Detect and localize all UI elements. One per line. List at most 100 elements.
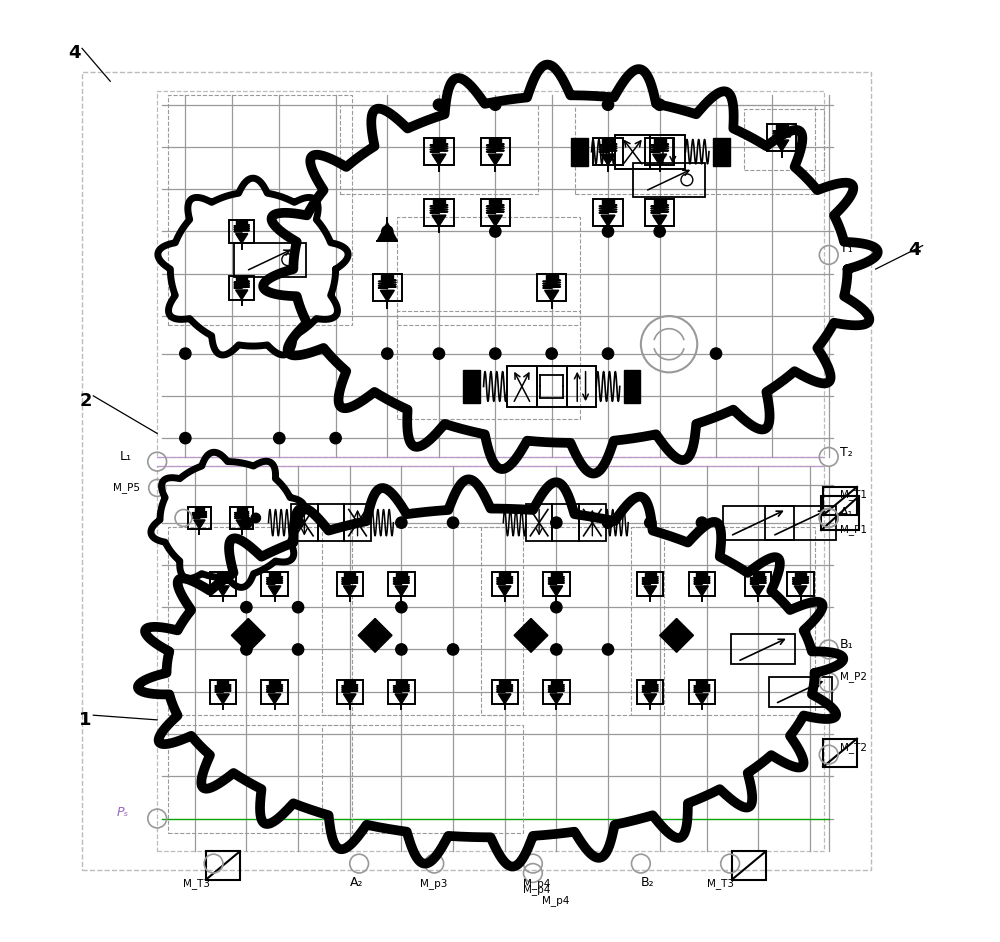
Text: 1: 1 <box>79 711 92 729</box>
Circle shape <box>551 517 562 528</box>
Bar <box>424 138 454 165</box>
Bar <box>593 199 623 226</box>
Bar <box>188 507 211 528</box>
Bar <box>337 679 363 704</box>
Polygon shape <box>775 140 789 151</box>
Bar <box>195 508 204 512</box>
Bar <box>481 138 510 165</box>
Bar <box>571 138 588 166</box>
Polygon shape <box>231 619 248 652</box>
Text: L₁: L₁ <box>120 449 132 463</box>
Bar <box>229 276 254 300</box>
Bar <box>433 200 445 204</box>
Bar <box>481 199 510 226</box>
Circle shape <box>382 348 393 359</box>
Text: M_T2: M_T2 <box>840 742 867 753</box>
Bar <box>210 679 236 704</box>
Polygon shape <box>550 694 563 704</box>
Bar <box>543 679 570 704</box>
Bar <box>322 528 523 715</box>
Bar <box>753 572 764 577</box>
Bar <box>537 274 566 301</box>
Bar <box>489 138 501 144</box>
Text: B₁: B₁ <box>840 638 854 651</box>
Bar <box>340 105 538 194</box>
Bar <box>507 365 537 407</box>
Bar <box>821 496 859 530</box>
Polygon shape <box>380 290 394 301</box>
Bar <box>433 138 445 144</box>
Circle shape <box>396 643 407 655</box>
Bar <box>654 138 666 144</box>
Bar <box>217 680 228 685</box>
Bar <box>633 163 705 197</box>
Bar <box>650 135 685 169</box>
Circle shape <box>546 348 557 359</box>
Circle shape <box>292 602 304 613</box>
Bar <box>631 528 815 715</box>
Bar <box>481 528 664 715</box>
Bar <box>322 724 523 833</box>
Bar <box>543 572 570 596</box>
Bar <box>168 724 352 833</box>
Bar <box>344 572 355 577</box>
Polygon shape <box>395 694 408 704</box>
Bar <box>823 739 857 767</box>
Polygon shape <box>498 586 511 596</box>
Bar <box>397 312 580 419</box>
Polygon shape <box>432 215 446 226</box>
Circle shape <box>382 226 393 237</box>
Bar <box>575 105 815 194</box>
Bar <box>767 124 796 151</box>
Polygon shape <box>545 290 559 301</box>
Bar <box>787 572 814 596</box>
Circle shape <box>180 432 191 444</box>
Text: M_P1: M_P1 <box>840 524 867 535</box>
Bar <box>546 275 558 280</box>
Bar <box>337 572 363 596</box>
Text: B₂: B₂ <box>641 876 655 889</box>
Text: T₁: T₁ <box>840 242 853 255</box>
Polygon shape <box>236 290 248 300</box>
Text: 2: 2 <box>79 392 92 410</box>
Bar <box>645 680 656 685</box>
Bar <box>344 504 371 542</box>
Text: M_p4: M_p4 <box>542 895 570 906</box>
Circle shape <box>433 348 445 359</box>
Polygon shape <box>677 619 693 652</box>
Circle shape <box>241 517 252 528</box>
Bar <box>206 852 240 880</box>
Bar <box>236 220 247 225</box>
Bar <box>645 572 656 577</box>
Circle shape <box>274 432 285 444</box>
Bar <box>157 90 824 457</box>
Bar <box>765 506 836 540</box>
Circle shape <box>241 602 252 613</box>
Polygon shape <box>236 520 247 528</box>
Bar <box>537 365 567 407</box>
Bar <box>823 487 857 515</box>
Polygon shape <box>653 215 667 226</box>
Bar <box>261 679 288 704</box>
Text: 4: 4 <box>909 241 921 259</box>
Bar <box>645 138 674 165</box>
Text: 4: 4 <box>68 44 80 62</box>
Polygon shape <box>248 619 265 652</box>
Circle shape <box>602 99 614 110</box>
Bar <box>499 680 510 685</box>
Circle shape <box>551 643 562 655</box>
Circle shape <box>251 513 260 523</box>
Text: M_p3: M_p3 <box>420 878 448 889</box>
Text: A₂: A₂ <box>350 876 363 889</box>
Polygon shape <box>653 154 667 165</box>
Polygon shape <box>432 154 446 165</box>
Bar <box>318 504 344 542</box>
Bar <box>744 109 824 171</box>
Bar <box>551 572 562 577</box>
Polygon shape <box>488 154 502 165</box>
Bar <box>499 572 510 577</box>
Circle shape <box>490 99 501 110</box>
Bar <box>424 199 454 226</box>
Bar <box>291 504 318 542</box>
Bar <box>230 507 253 528</box>
